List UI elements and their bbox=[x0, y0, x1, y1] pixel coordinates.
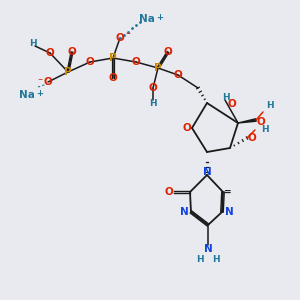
Text: N: N bbox=[204, 244, 212, 254]
Text: N: N bbox=[225, 207, 233, 217]
Text: O: O bbox=[44, 77, 52, 87]
Text: H: H bbox=[222, 92, 230, 101]
Polygon shape bbox=[238, 119, 256, 123]
Text: O: O bbox=[165, 187, 173, 197]
Text: O: O bbox=[248, 133, 256, 143]
Text: P: P bbox=[64, 67, 72, 77]
Text: O: O bbox=[116, 33, 124, 43]
Text: P: P bbox=[109, 53, 117, 63]
Text: +: + bbox=[37, 88, 44, 98]
Text: O: O bbox=[228, 99, 236, 109]
Text: P: P bbox=[154, 63, 162, 73]
Text: +: + bbox=[157, 13, 164, 22]
Text: ⁻: ⁻ bbox=[38, 77, 43, 87]
Text: H: H bbox=[196, 254, 204, 263]
Text: H: H bbox=[149, 98, 157, 107]
Text: H: H bbox=[266, 101, 274, 110]
Text: N: N bbox=[180, 207, 188, 217]
Text: O: O bbox=[164, 47, 172, 57]
Text: =: = bbox=[224, 188, 232, 196]
Text: O: O bbox=[85, 57, 94, 67]
Text: O: O bbox=[109, 73, 117, 83]
Text: ⁻: ⁻ bbox=[125, 31, 130, 41]
Text: N: N bbox=[202, 167, 211, 177]
Text: O: O bbox=[148, 83, 158, 93]
Text: Na: Na bbox=[19, 90, 35, 100]
Text: O: O bbox=[174, 70, 182, 80]
Text: O: O bbox=[46, 48, 54, 58]
Text: O: O bbox=[68, 47, 76, 57]
Text: O: O bbox=[256, 117, 266, 127]
Text: O: O bbox=[132, 57, 140, 67]
Text: H: H bbox=[261, 125, 269, 134]
Text: H: H bbox=[212, 254, 220, 263]
Text: O: O bbox=[183, 123, 191, 133]
Text: H: H bbox=[29, 40, 37, 49]
Text: Na: Na bbox=[139, 14, 155, 24]
